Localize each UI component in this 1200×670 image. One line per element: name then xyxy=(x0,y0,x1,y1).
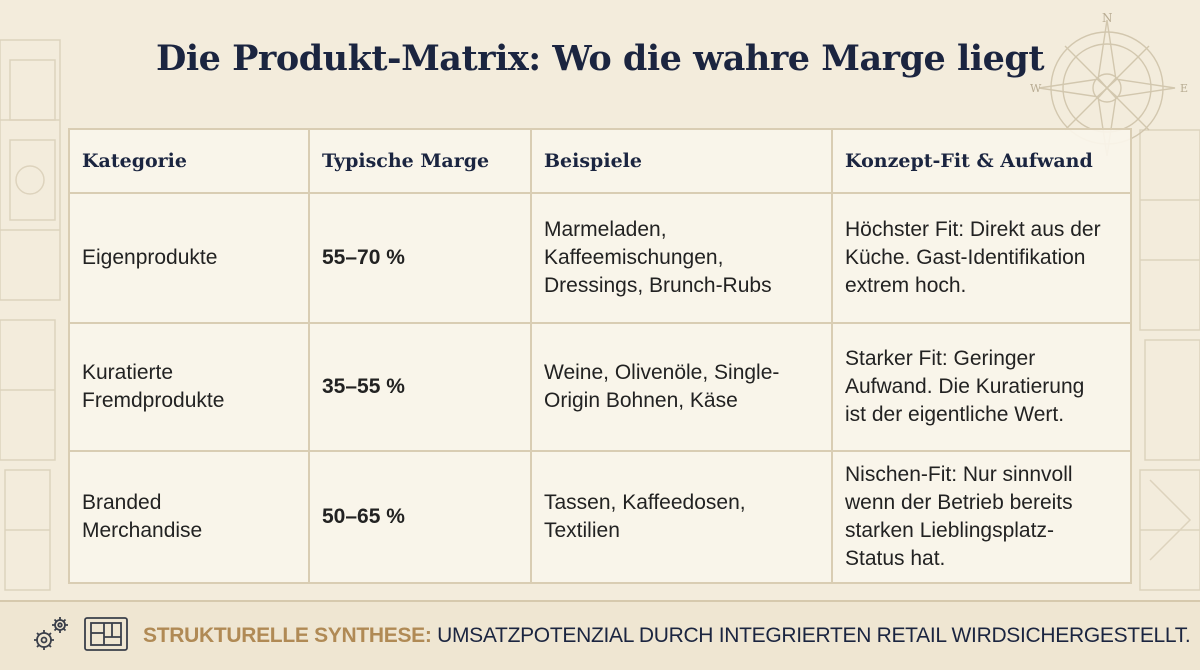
footer-synthesis: STRUKTURELLE SYNTHESE: UMSATZPOTENZIAL D… xyxy=(143,624,1191,648)
examples-cell: Marmeladen, Kaffeemischungen, Dressings,… xyxy=(530,192,833,324)
fit-cell: Nischen-Fit: Nur sinnvoll wenn der Betri… xyxy=(831,450,1132,584)
table-header-row: Kategorie Typische Marge Beispiele Konze… xyxy=(68,128,1132,194)
category-cell: Eigenprodukte xyxy=(68,192,310,324)
footer-label: STRUKTURELLE SYNTHESE: xyxy=(143,624,432,647)
examples-cell: Tassen, Kaffeedosen, Textilien xyxy=(530,450,833,584)
table-row: Branded Merchandise 50–65 % Tassen, Kaff… xyxy=(68,450,1132,584)
compass-west-label: W xyxy=(1030,82,1042,95)
fit-cell: Starker Fit: Geringer Aufwand. Die Kurat… xyxy=(831,322,1132,452)
compass-north-label: N xyxy=(1102,11,1113,25)
fit-cell: Höchster Fit: Direkt aus der Küche. Gast… xyxy=(831,192,1132,324)
footer-message: UMSATZPOTENZIAL DURCH INTEGRIERTEN RETAI… xyxy=(431,624,1191,647)
category-cell: Kuratierte Fremdprodukte xyxy=(68,322,310,452)
table-row: Kuratierte Fremdprodukte 35–55 % Weine, … xyxy=(68,322,1132,452)
header-examples: Beispiele xyxy=(530,128,833,194)
margin-cell: 50–65 % xyxy=(308,450,532,584)
footer-divider xyxy=(0,600,1200,602)
blueprint-icon xyxy=(84,617,128,651)
header-fit: Konzept-Fit & Aufwand xyxy=(831,128,1132,194)
margin-cell: 55–70 % xyxy=(308,192,532,324)
margin-cell: 35–55 % xyxy=(308,322,532,452)
header-margin: Typische Marge xyxy=(308,128,532,194)
header-category: Kategorie xyxy=(68,128,310,194)
compass-east-label: E xyxy=(1180,82,1188,95)
category-cell: Branded Merchandise xyxy=(68,450,310,584)
product-matrix-table: Kategorie Typische Marge Beispiele Konze… xyxy=(68,128,1132,584)
gears-icon xyxy=(34,617,68,650)
table-row: Eigenprodukte 55–70 % Marmeladen, Kaffee… xyxy=(68,192,1132,324)
examples-cell: Weine, Olivenöle, Single- Origin Bohnen,… xyxy=(530,322,833,452)
footer-bar xyxy=(0,602,1200,670)
page-title: Die Produkt-Matrix: Wo die wahre Marge l… xyxy=(156,38,1045,79)
